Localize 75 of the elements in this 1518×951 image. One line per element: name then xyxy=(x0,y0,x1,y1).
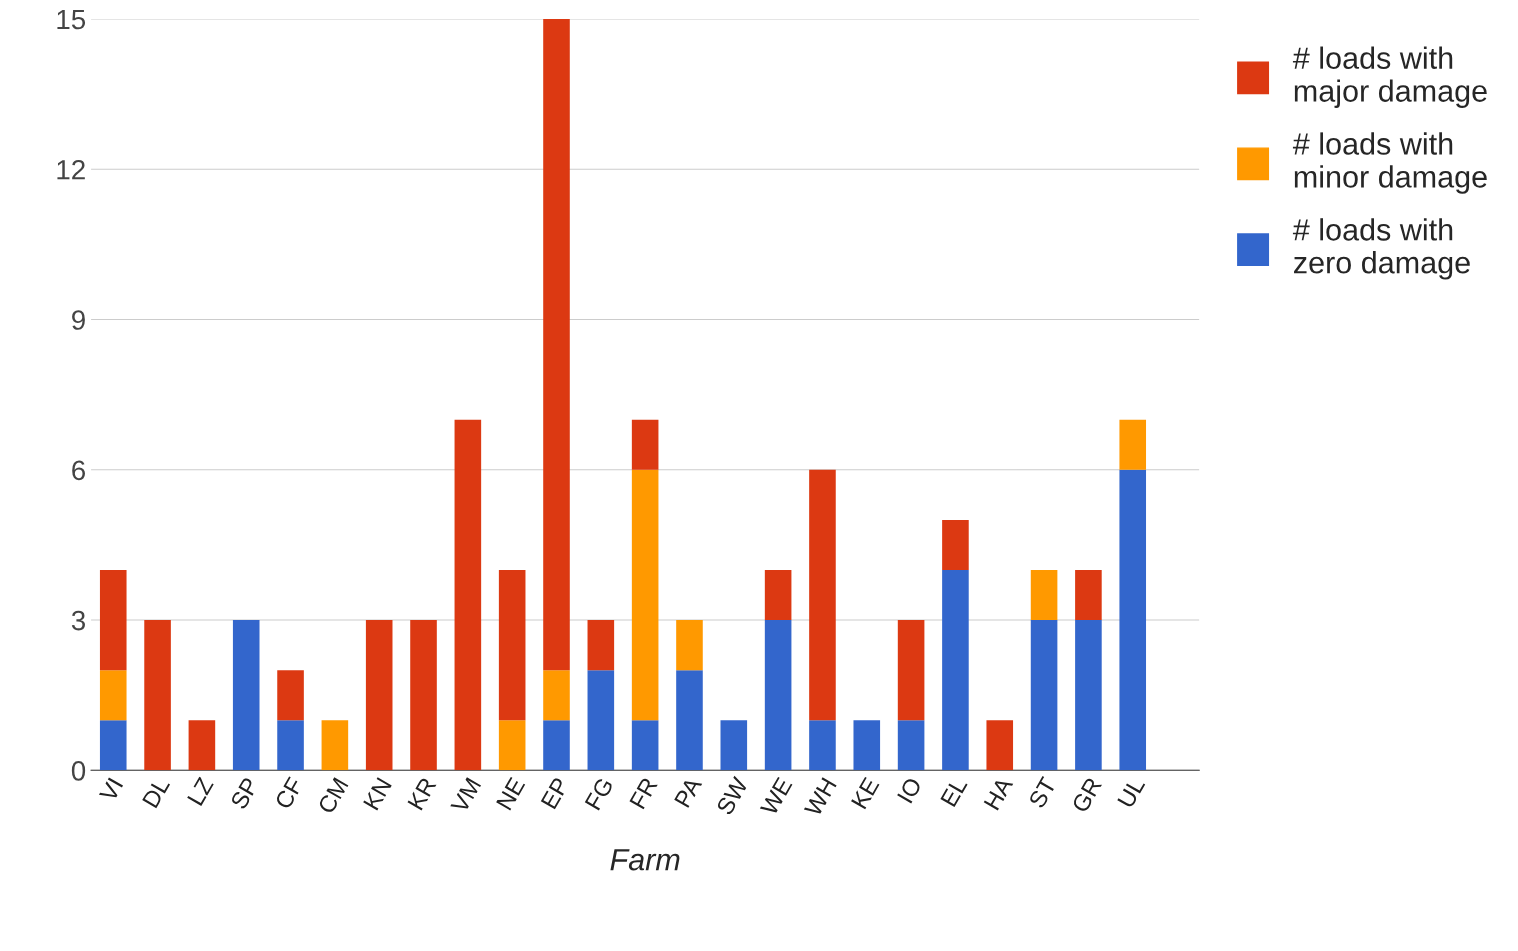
bar xyxy=(720,720,748,771)
x-tick-label: VI xyxy=(98,777,124,803)
x-tick-label: GR xyxy=(1071,776,1103,814)
legend-label: # loads with minor damage xyxy=(1292,132,1487,194)
x-tick-label: CF xyxy=(274,776,304,811)
bar xyxy=(1030,569,1058,621)
x-tick-label: EL xyxy=(940,776,968,808)
bar xyxy=(1030,620,1058,771)
bar xyxy=(188,720,216,771)
x-tick-label: EP xyxy=(540,776,570,810)
bar xyxy=(410,620,437,771)
x-tick-label: SP xyxy=(229,776,259,811)
bar xyxy=(631,469,659,721)
legend-label: # loads with zero damage xyxy=(1292,218,1470,280)
bar xyxy=(764,569,792,621)
bar xyxy=(277,720,304,771)
y-tick-label: 9 xyxy=(72,310,85,330)
bar xyxy=(1119,419,1147,470)
x-tick-label: SW xyxy=(715,775,749,816)
y-tick-label: 15 xyxy=(57,9,86,30)
x-tick-label: LZ xyxy=(187,776,214,806)
x-axis-title: Farm xyxy=(610,849,680,871)
x-tick-label: PA xyxy=(674,775,703,808)
x-tick-label: ST xyxy=(1028,775,1057,810)
bar xyxy=(144,620,171,771)
x-tick-label: KE xyxy=(851,776,880,810)
x-tick-label: KN xyxy=(363,777,392,811)
bar xyxy=(986,720,1014,771)
bar xyxy=(1075,620,1102,771)
bar xyxy=(1119,469,1147,771)
bar xyxy=(676,670,703,771)
y-tick-label: 6 xyxy=(72,460,85,481)
x-tick-label: FG xyxy=(584,777,614,811)
bar xyxy=(853,720,881,771)
x-tick-label: WE xyxy=(759,776,793,817)
y-tick-label: 0 xyxy=(71,760,86,781)
bar xyxy=(897,620,925,721)
bar xyxy=(232,620,260,771)
x-tick-label: CM xyxy=(317,777,349,815)
y-tick-label: 3 xyxy=(71,610,85,631)
bar xyxy=(99,670,127,721)
bar xyxy=(631,720,659,771)
bar xyxy=(543,670,570,721)
bar xyxy=(99,720,127,771)
legend-label: # loads with major damage xyxy=(1292,46,1487,108)
x-tick-label: HA xyxy=(983,775,1014,811)
bar xyxy=(454,419,482,771)
bar xyxy=(897,720,925,771)
x-tick-label: FR xyxy=(629,776,658,810)
bar xyxy=(498,720,526,771)
bar xyxy=(676,620,703,671)
bar xyxy=(942,569,969,771)
bar xyxy=(99,569,127,671)
x-tick-label: NE xyxy=(496,776,526,811)
bar xyxy=(543,720,570,771)
bar xyxy=(1075,569,1102,621)
x-tick-label: UL xyxy=(1117,776,1146,809)
x-tick-label: IO xyxy=(896,776,923,804)
bar xyxy=(321,720,349,771)
x-tick-label: DL xyxy=(142,776,171,809)
x-tick-label: WH xyxy=(803,777,837,818)
bar xyxy=(809,469,836,721)
bar xyxy=(543,19,570,671)
bar xyxy=(498,569,526,721)
bar xyxy=(631,419,659,470)
bar xyxy=(942,519,969,570)
y-tick-label: 12 xyxy=(57,159,85,180)
bar xyxy=(365,620,393,771)
bar xyxy=(764,620,792,771)
bar xyxy=(587,670,615,771)
bar xyxy=(809,720,836,771)
bar xyxy=(587,620,615,671)
bar xyxy=(277,670,304,721)
x-tick-label: VM xyxy=(450,777,482,815)
x-tick-label: KR xyxy=(407,776,437,811)
